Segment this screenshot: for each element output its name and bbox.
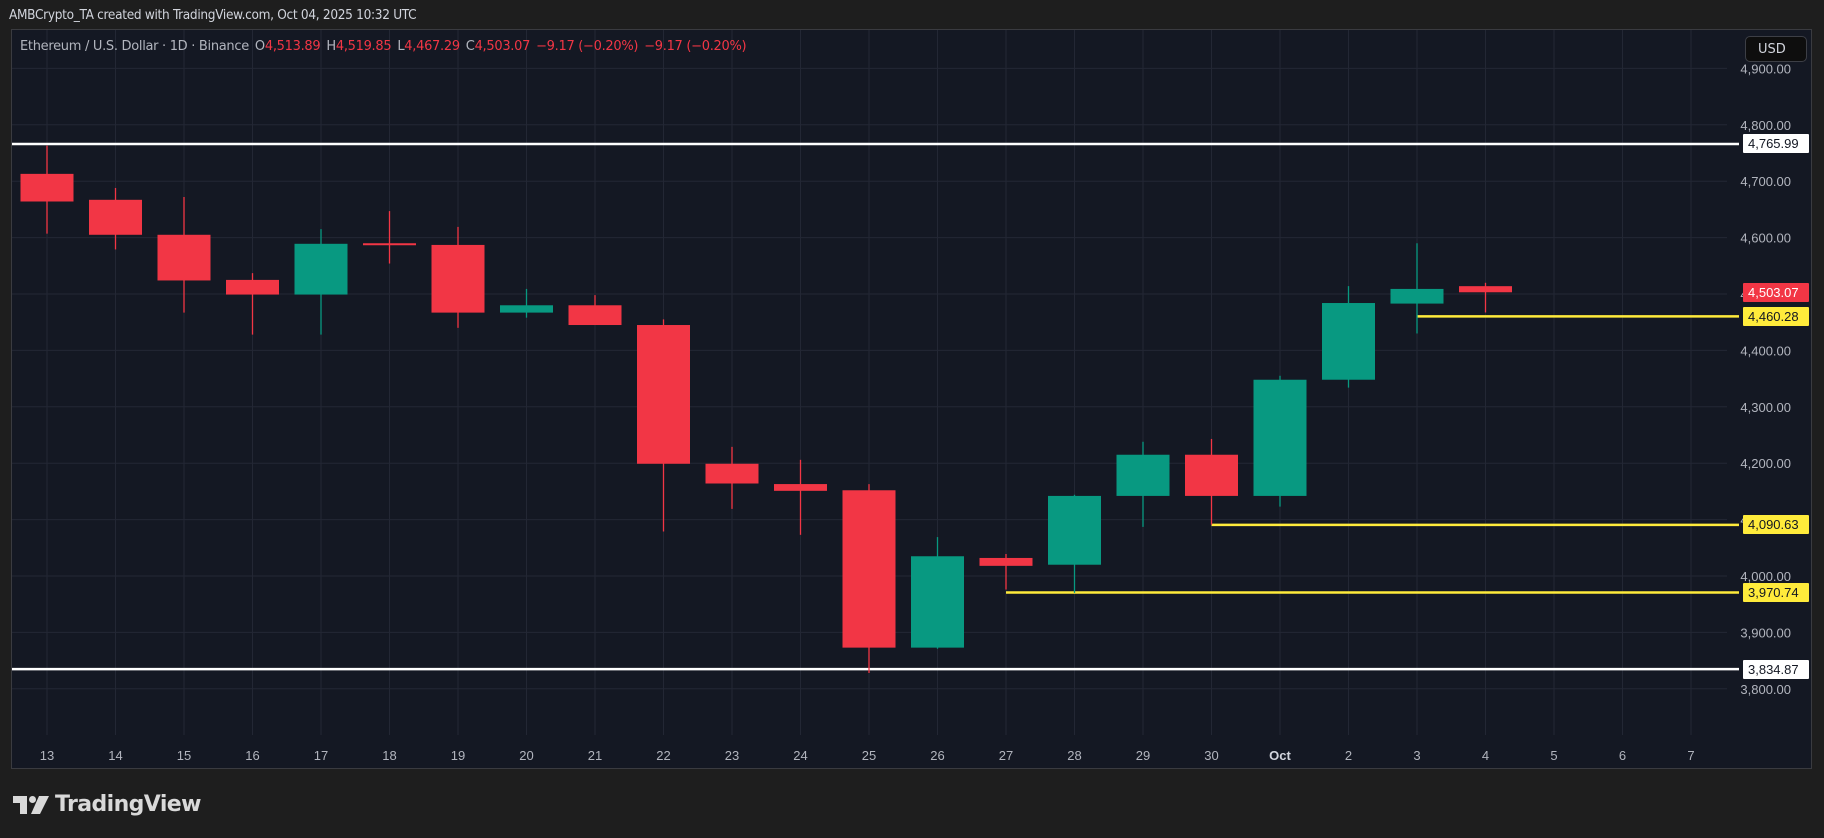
candle-body-down [774, 484, 827, 491]
candle-body-up [1116, 454, 1170, 496]
close-value: 4,503.07 [474, 39, 531, 54]
candle-body-down [20, 173, 74, 202]
candle-body-down [363, 243, 416, 246]
price-axis-label: 4,300.00 [1740, 400, 1791, 415]
time-axis-label: 28 [1067, 748, 1081, 763]
time-axis-label: 2 [1345, 748, 1352, 763]
ohlc-legend: Ethereum / U.S. Dollar · 1D · Binance O4… [20, 39, 747, 54]
currency-button[interactable]: USD [1745, 36, 1807, 62]
candle-body-up [294, 243, 348, 295]
level-price-tag: 4,765.99 [1743, 134, 1809, 154]
open-label: O [254, 39, 265, 54]
time-axis-label: 5 [1550, 748, 1557, 763]
last-price-tag: 4,503.07 [1743, 282, 1809, 302]
open-value: 4,513.89 [264, 39, 321, 54]
time-axis-label: 19 [451, 748, 465, 763]
candle-body-up [1048, 495, 1101, 565]
time-axis-label: 27 [999, 748, 1013, 763]
change-value-secondary: −9.17 (−0.20%) [644, 39, 747, 54]
chart-frame[interactable]: 3,800.003,900.004,000.004,100.004,200.00… [11, 29, 1812, 769]
candle-body-up [911, 556, 964, 648]
low-label: L [397, 39, 405, 54]
candle-body-down [568, 305, 622, 326]
level-price-tag: 4,460.28 [1743, 306, 1809, 326]
candle-body-down [157, 234, 211, 281]
candle-body-down [979, 557, 1033, 566]
level-price-tag: 4,090.63 [1743, 515, 1809, 535]
price-axis-label: 3,800.00 [1740, 682, 1791, 697]
time-axis-label: 23 [725, 748, 739, 763]
candle-body-up [500, 305, 553, 313]
tradingview-logo-icon [13, 795, 49, 814]
price-axis-label: 3,900.00 [1740, 625, 1791, 640]
time-axis-label: 24 [793, 748, 807, 763]
time-axis-label: 25 [862, 748, 876, 763]
time-axis-label: 26 [930, 748, 944, 763]
chart-attribution: AMBCrypto_TA created with TradingView.co… [9, 7, 417, 23]
candle-body-down [1185, 454, 1238, 496]
time-axis-label: 20 [519, 748, 533, 763]
time-axis-label: 3 [1413, 748, 1420, 763]
level-price-tag: 3,834.87 [1743, 659, 1809, 679]
time-axis-label: 16 [245, 748, 259, 763]
candlestick-chart[interactable]: 3,800.003,900.004,000.004,100.004,200.00… [12, 30, 1812, 769]
time-axis-label: 13 [40, 748, 54, 763]
time-axis-label: 17 [314, 748, 328, 763]
candle-body-down [1459, 286, 1512, 293]
candle-body-down [226, 279, 279, 295]
candle-body-down [431, 244, 485, 313]
price-axis-label: 4,200.00 [1740, 456, 1791, 471]
time-axis-label: 18 [382, 748, 396, 763]
candle-body-down [842, 490, 896, 648]
time-axis-label: 4 [1482, 748, 1489, 763]
candle-body-down [637, 325, 690, 464]
price-axis-label: 4,700.00 [1740, 174, 1791, 189]
price-axis-label: 4,400.00 [1740, 343, 1791, 358]
candle-body-up [1322, 303, 1375, 380]
candle-body-up [1390, 288, 1444, 304]
time-axis-label: 22 [656, 748, 670, 763]
time-axis-label: 30 [1204, 748, 1218, 763]
time-axis-label: 14 [108, 748, 122, 763]
price-axis-label: 4,600.00 [1740, 231, 1791, 246]
high-label: H [326, 39, 336, 54]
change-value: −9.17 (−0.20%) [536, 39, 639, 54]
candle-body-down [89, 199, 142, 235]
time-axis-label: 29 [1136, 748, 1150, 763]
tradingview-logo[interactable]: TradingView [13, 792, 201, 817]
high-value: 4,519.85 [335, 39, 392, 54]
close-label: C [465, 39, 475, 54]
candle-body-down [705, 463, 759, 484]
low-value: 4,467.29 [404, 39, 460, 54]
tradingview-logo-text: TradingView [55, 792, 201, 817]
symbol-title[interactable]: Ethereum / U.S. Dollar · 1D · Binance [20, 39, 249, 54]
candle-body-up [1253, 379, 1307, 496]
level-price-tag: 3,970.74 [1743, 583, 1809, 602]
price-axis-label: 4,000.00 [1740, 569, 1791, 584]
price-axis-label: 4,800.00 [1740, 118, 1791, 133]
time-axis-label: 6 [1619, 748, 1626, 763]
time-axis-label: 21 [588, 748, 602, 763]
time-axis-label: Oct [1269, 748, 1291, 763]
price-axis-label: 4,900.00 [1740, 61, 1791, 76]
time-axis-label: 15 [177, 748, 191, 763]
time-axis-label: 7 [1687, 748, 1694, 763]
